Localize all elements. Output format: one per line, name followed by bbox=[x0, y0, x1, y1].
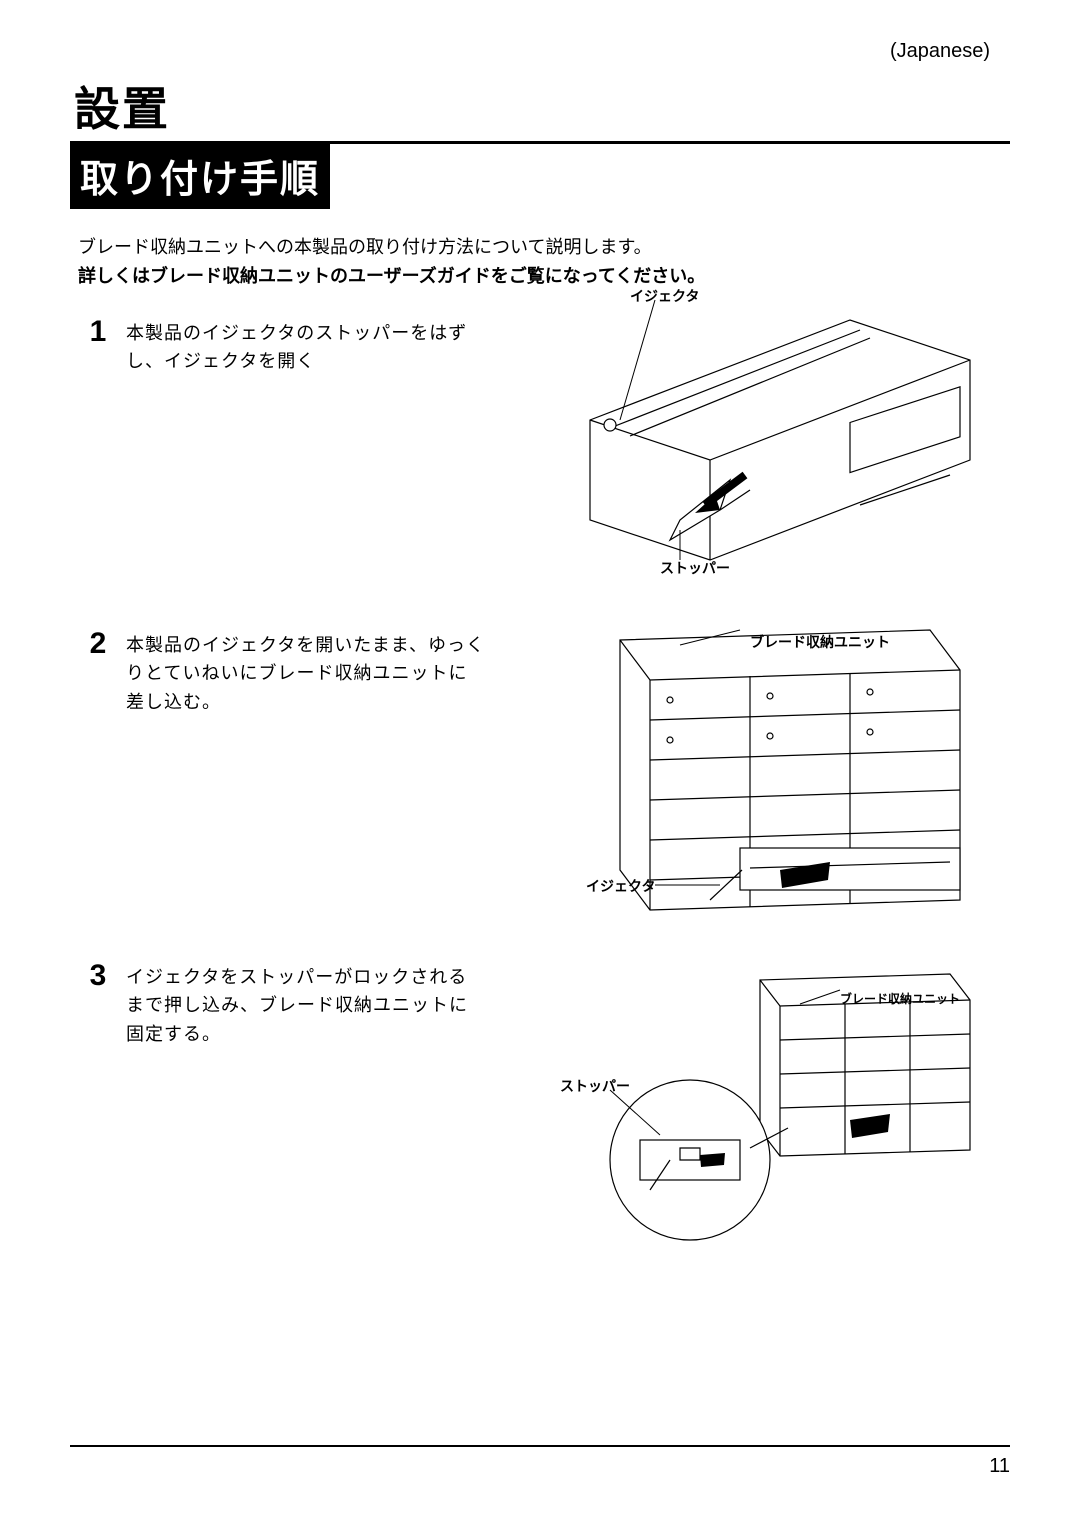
diagram-step-3: ブレード収納ユニット ストッパー bbox=[550, 960, 1010, 1260]
label-ejector: イジェクタ bbox=[586, 876, 655, 896]
diagrams-column: イジェクタ ストッパー bbox=[550, 280, 1010, 1290]
step-text: 本製品のイジェクタを開いたまま、ゆっくりとていねいにブレード収納ユニットに差し込… bbox=[126, 627, 486, 717]
step-number: 1 bbox=[70, 315, 126, 349]
step-number: 3 bbox=[70, 959, 126, 993]
step-text: イジェクタをストッパーがロックされるまで押し込み、ブレード収納ユニットに固定する… bbox=[126, 959, 486, 1049]
section-subtitle: 取り付け手順 bbox=[70, 144, 330, 209]
step-number: 2 bbox=[70, 627, 126, 661]
diagram-step-1: イジェクタ ストッパー bbox=[550, 280, 1010, 580]
label-blade-unit: ブレード収納ユニット bbox=[750, 632, 890, 652]
title-block: 設置 取り付け手順 bbox=[70, 71, 1010, 209]
label-stopper: ストッパー bbox=[660, 558, 730, 578]
label-blade-unit: ブレード収納ユニット bbox=[840, 990, 960, 1007]
label-stopper: ストッパー bbox=[560, 1076, 630, 1096]
diagram-step-2: ブレード収納ユニット イジェクタ bbox=[550, 610, 1010, 930]
page-number: 11 bbox=[989, 1455, 1010, 1477]
page-footer: 11 bbox=[70, 1445, 1010, 1478]
language-label: (Japanese) bbox=[70, 40, 1010, 63]
label-ejector: イジェクタ bbox=[630, 286, 699, 306]
section-title: 設置 bbox=[70, 71, 1010, 144]
step-text: 本製品のイジェクタのストッパーをはずし、イジェクタを開く bbox=[126, 315, 486, 377]
intro-text-1: ブレード収納ユニットへの本製品の取り付け方法について説明します。 bbox=[78, 233, 1010, 262]
